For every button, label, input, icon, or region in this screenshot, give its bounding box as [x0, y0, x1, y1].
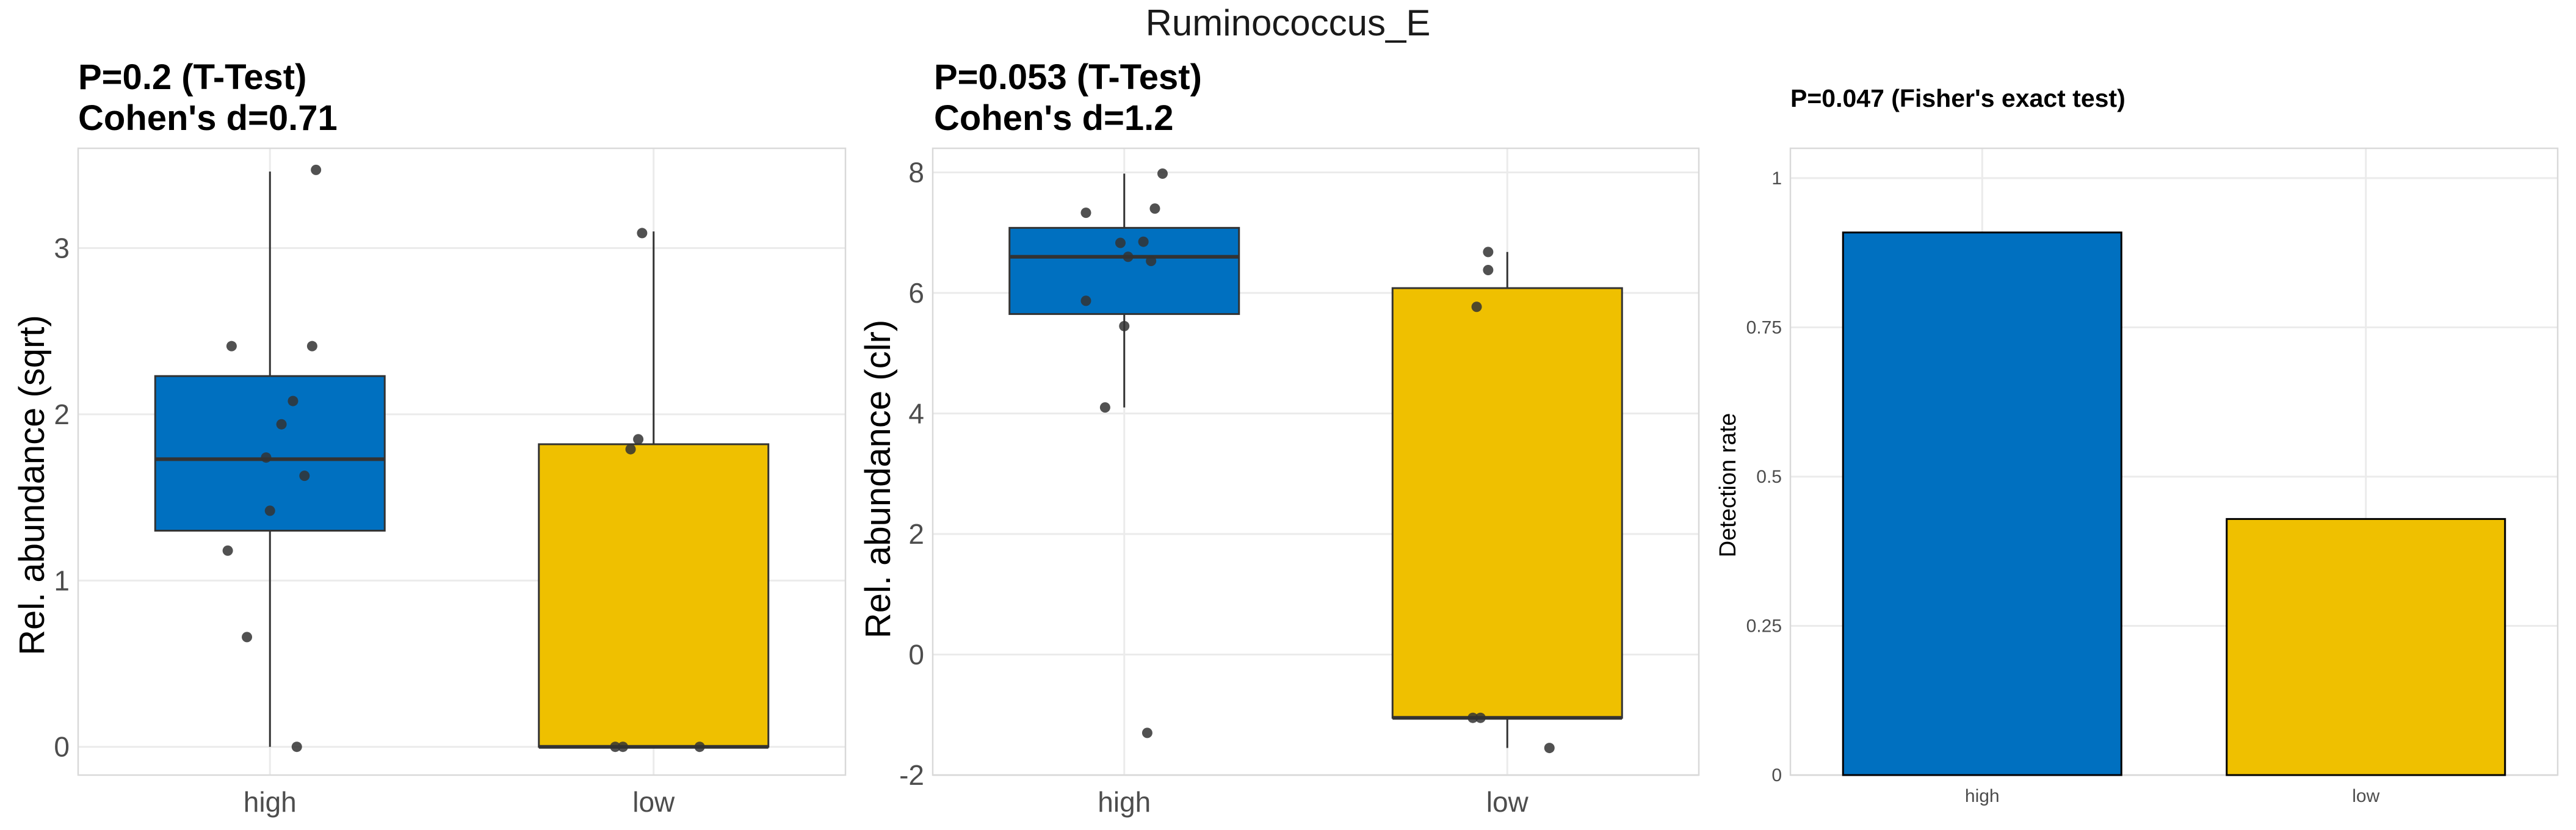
panel1-point-low-12: [633, 434, 644, 445]
panel3-bar-low: [2226, 518, 2506, 776]
panel2-panel-border: [932, 147, 1700, 776]
panel1-box-high: [154, 375, 386, 532]
panel2-y-tick-label-1: 0: [908, 639, 924, 671]
panel1-x-tick-label-high: high: [244, 786, 297, 818]
panel2-title-line1: P=0.053 (T-Test): [934, 57, 1202, 97]
panel2-y-tick-label-2: 2: [908, 518, 924, 550]
panel2-point-high-9: [1099, 402, 1110, 413]
panel1-point-high-1: [226, 341, 237, 352]
panel3-x-tick-label-high: high: [1965, 786, 2000, 806]
panel1-point-high-5: [261, 452, 272, 463]
panel3-y-tick-label-3: 0.75: [1746, 317, 1782, 337]
panel1-title-line2: Cohen's d=0.71: [78, 98, 338, 138]
panel3-bar-high: [1842, 231, 2122, 776]
panel1-point-high-3: [288, 395, 298, 406]
panel1-x-tick-label-low: low: [632, 786, 675, 818]
panel1-point-high-4: [276, 419, 287, 430]
panel1-panel-border: [77, 147, 847, 776]
panel3-y-axis-label: Detection rate: [1715, 413, 1741, 558]
panel2-point-high-1: [1149, 203, 1160, 214]
panel3-y-tick-label-1: 0.25: [1746, 616, 1782, 636]
panel1-point-low-11: [637, 228, 648, 239]
panel2-y-tick-label-0: -2: [899, 759, 924, 791]
panel1-y-tick-label-1: 1: [54, 565, 70, 596]
panel3-y-tick-label-0: 0: [1771, 765, 1782, 785]
panel1-title-line1: P=0.2 (T-Test): [78, 57, 306, 97]
panel2-point-high-10: [1141, 727, 1152, 738]
panel2-point-high-2: [1080, 208, 1091, 218]
panel1-point-high-8: [222, 545, 233, 556]
panel-clr-abundance: P=0.053 (T-Test) Cohen's d=1.2 Rel. abun…: [858, 57, 1700, 818]
panel2-point-low-15: [1475, 712, 1486, 723]
panel-sqrt-abundance: P=0.2 (T-Test) Cohen's d=0.71 Rel. abund…: [12, 57, 847, 818]
panel2-point-low-16: [1544, 743, 1555, 754]
panel2-y-tick-label-4: 6: [908, 277, 924, 309]
panel2-point-high-0: [1157, 168, 1168, 179]
panel1-point-high-2: [306, 341, 317, 352]
panel1-y-tick-label-2: 2: [54, 399, 70, 430]
figure-title: Ruminococcus_E: [1146, 2, 1431, 43]
panel1-y-tick-label-0: 0: [54, 731, 70, 763]
panel2-point-low-12: [1483, 264, 1494, 275]
panel-detection-rate: P=0.047 (Fisher's exact test) Detection …: [1715, 84, 2559, 806]
panel1-point-low-14: [610, 742, 621, 752]
panel3-title: P=0.047 (Fisher's exact test): [1790, 84, 2126, 112]
panel1-point-high-10: [291, 742, 302, 752]
panel2-y-axis-label: Rel. abundance (clr): [858, 320, 898, 638]
panel2-x-tick-label-high: high: [1098, 786, 1151, 818]
panel2-point-low-13: [1471, 301, 1482, 312]
panel3-x-tick-label-low: low: [2352, 786, 2379, 806]
panel1-point-low-16: [694, 742, 705, 752]
panel2-point-low-14: [1467, 712, 1478, 723]
panel2-y-tick-label-3: 4: [908, 398, 924, 430]
panel2-point-high-7: [1080, 295, 1091, 306]
panel1-point-low-13: [625, 444, 636, 455]
panel3-y-tick-label-4: 1: [1771, 168, 1782, 189]
panel1-y-axis-label: Rel. abundance (sqrt): [12, 315, 52, 655]
panel2-point-low-11: [1483, 247, 1494, 258]
panel2-y-tick-label-5: 8: [908, 157, 924, 189]
panel1-point-high-9: [242, 632, 253, 643]
panel1-point-high-7: [264, 505, 275, 516]
panel1-y-tick-label-3: 3: [54, 232, 70, 264]
panel2-box-low: [1391, 287, 1623, 719]
panel2-point-high-5: [1123, 251, 1134, 262]
panel2-point-high-8: [1119, 320, 1130, 331]
panel2-title-line2: Cohen's d=1.2: [934, 98, 1174, 138]
panel1-point-high-6: [299, 471, 310, 482]
panel1-point-low-15: [617, 742, 628, 752]
panel2-point-high-3: [1138, 236, 1149, 247]
panel2-x-tick-label-low: low: [1486, 786, 1529, 818]
panel3-panel-border: [1789, 147, 2559, 776]
panel2-point-high-6: [1146, 256, 1157, 267]
panel2-point-high-4: [1115, 237, 1126, 248]
panel3-y-tick-label-2: 0.5: [1756, 467, 1782, 487]
panel1-point-high-0: [311, 164, 322, 175]
panel1-box-low: [538, 443, 770, 748]
